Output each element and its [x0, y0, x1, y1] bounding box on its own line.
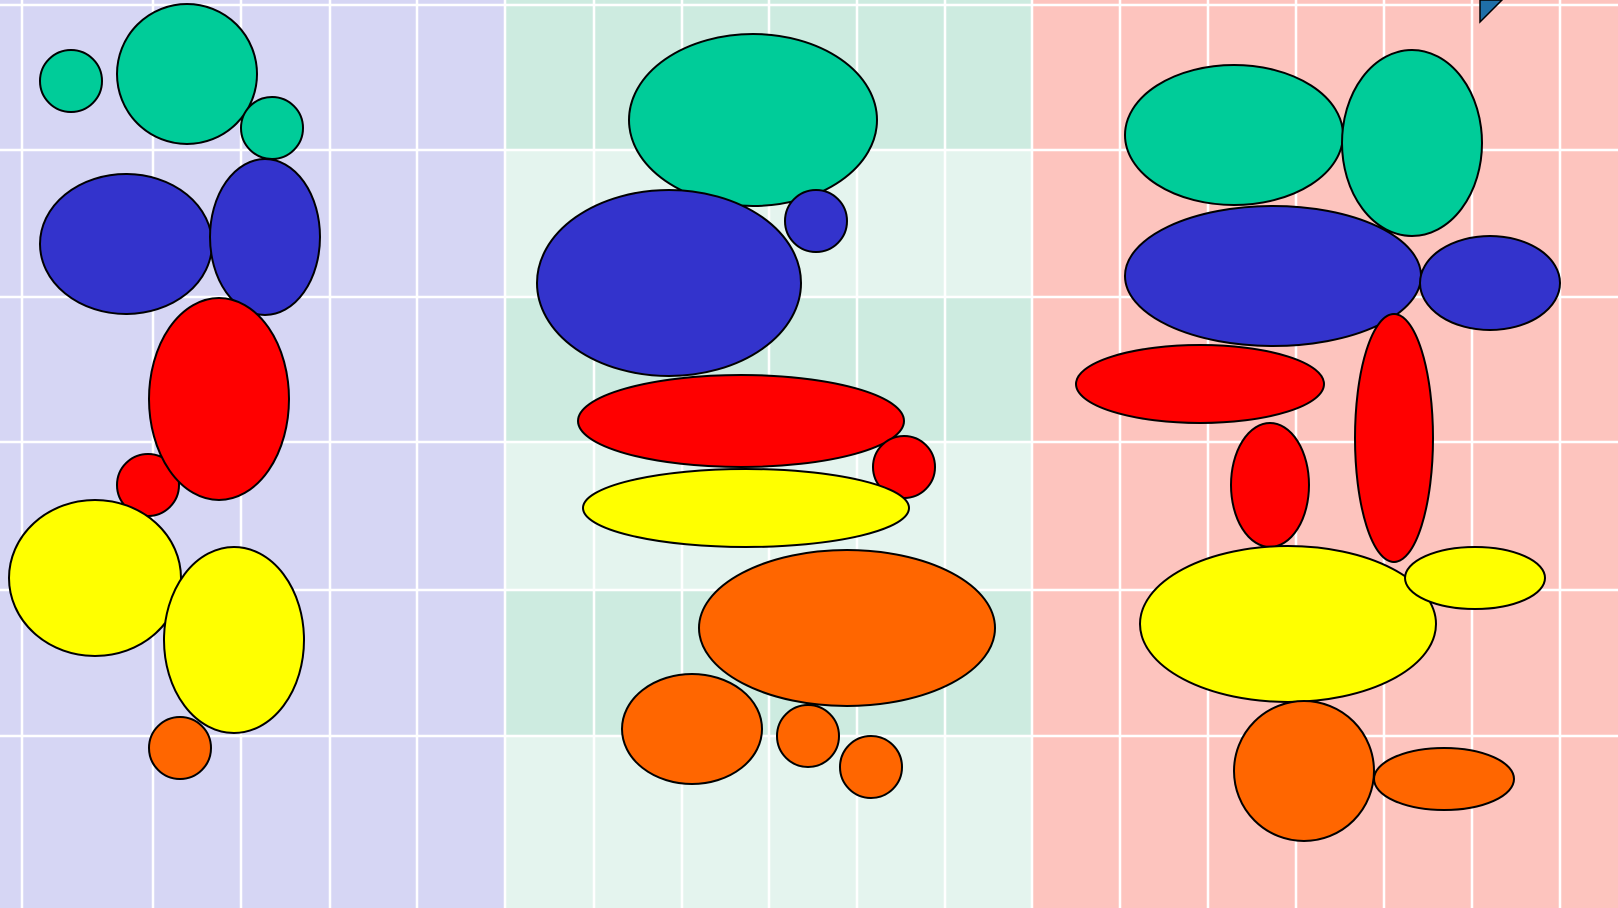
ellipse-middle-blue-2 [536, 189, 802, 377]
ellipse-middle-orange-8 [621, 673, 763, 785]
ellipse-middle-orange-7 [698, 549, 996, 707]
ellipse-right-red-6 [1230, 422, 1310, 548]
ellipse-middle-orange-9 [776, 704, 840, 768]
ellipse-left-blue-5 [209, 158, 321, 316]
ellipse-right-orange-10 [1233, 700, 1375, 842]
ellipse-right-red-7 [1354, 313, 1434, 563]
ellipse-right-teal-1 [1124, 64, 1344, 206]
ellipse-right-blue-4 [1419, 235, 1561, 331]
ellipse-right-yellow-8 [1139, 545, 1437, 703]
ellipse-left-red-7 [148, 297, 290, 501]
ellipse-left-yellow-8 [8, 499, 182, 657]
ellipse-left-teal-3 [240, 96, 304, 160]
ellipse-right-orange-11 [1373, 747, 1515, 811]
ellipse-right-yellow-9 [1404, 546, 1546, 610]
ellipse-middle-blue-3 [784, 189, 848, 253]
corner-marker-group [1479, 0, 1504, 24]
ellipse-right-red-5 [1075, 344, 1325, 424]
ellipse-middle-teal-1 [628, 33, 878, 207]
ellipse-middle-yellow-6 [582, 468, 910, 548]
ellipse-middle-red-4 [577, 374, 905, 468]
ellipse-left-yellow-9 [163, 546, 305, 734]
ellipse-left-teal-1 [39, 49, 103, 113]
ellipse-middle-orange-10 [839, 735, 903, 799]
ellipse-shapes [8, 3, 1561, 842]
ellipse-left-blue-4 [39, 173, 213, 315]
ellipse-left-orange-10 [148, 716, 212, 780]
triangle-marker-icon [1479, 0, 1504, 24]
ellipse-right-teal-2 [1341, 49, 1483, 237]
ellipse-left-teal-2 [116, 3, 258, 145]
